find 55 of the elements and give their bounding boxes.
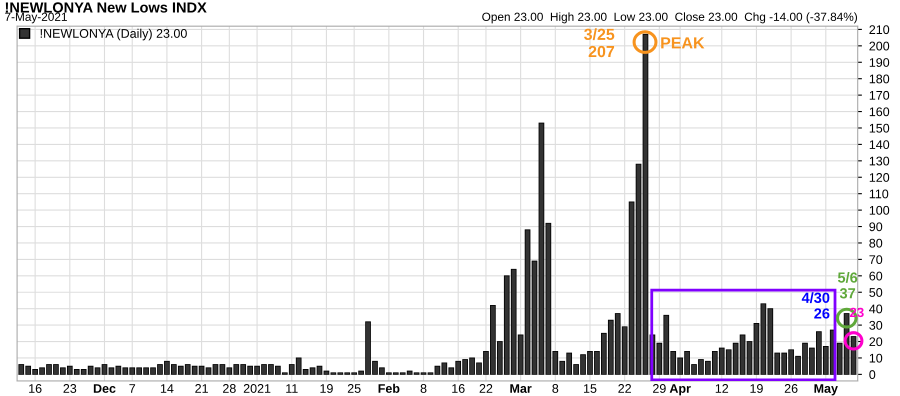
y-tick-label: 100 — [870, 206, 890, 215]
x-tick-label: Mar — [510, 384, 532, 393]
annotation: 5/6 37 — [838, 272, 858, 298]
legend-label: !NEWLONYA (Daily) 23.00 — [40, 28, 187, 40]
x-tick-label: 19 — [750, 384, 763, 393]
y-tick-label: 160 — [870, 107, 890, 116]
y-tick-label: 10 — [870, 354, 882, 363]
x-tick-label: 12 — [716, 384, 728, 393]
x-tick-label: 2021 — [244, 384, 270, 393]
x-tick-label: 26 — [784, 384, 798, 393]
x-tick-label: 7 — [129, 384, 136, 393]
x-tick-label: 11 — [286, 384, 298, 393]
x-tick-label: 23 — [63, 384, 76, 393]
annotation: 3/25 207 — [584, 28, 614, 58]
x-tick-label: 21 — [195, 384, 208, 393]
x-tick-label: 22 — [618, 384, 631, 393]
y-tick-label: 140 — [870, 140, 890, 150]
x-tick-label: Apr — [670, 384, 691, 396]
x-tick-label: 8 — [552, 384, 558, 393]
x-tick-label: 22 — [480, 384, 492, 393]
y-tick-label: 40 — [869, 304, 882, 314]
y-tick-label: 20 — [869, 337, 882, 346]
x-tick-label: 8 — [420, 384, 426, 393]
y-tick-label: 60 — [869, 272, 882, 280]
y-tick-label: 80 — [869, 238, 882, 248]
y-tick-label: 70 — [869, 255, 882, 264]
y-tick-label: 120 — [870, 173, 890, 182]
annotation: PEAK — [661, 37, 704, 48]
y-tick-label: 0 — [869, 370, 876, 380]
chart-subtitle: 7-May-2021 — [5, 12, 67, 24]
chart-title: !NEWLONYA New Lows INDX — [6, 2, 207, 13]
y-tick-label: 150 — [870, 124, 890, 133]
y-tick-label: 170 — [870, 90, 890, 100]
annotation: 4/30 26 — [802, 292, 830, 319]
x-tick-label: Dec — [94, 384, 116, 393]
x-tick-label: Feb — [378, 384, 400, 393]
y-tick-label: 90 — [869, 222, 882, 232]
x-tick-label: May — [814, 384, 838, 396]
y-tick-label: 130 — [870, 156, 890, 166]
y-tick-label: 190 — [870, 58, 890, 67]
x-tick-label: 28 — [223, 384, 236, 393]
text: Open 23.00 High 23.00 Low 23.00 Close 23.00 Chg -14.00 (-37.84%) — [482, 12, 857, 24]
x-tick-label: 19 — [320, 384, 333, 393]
x-tick-label: 14 — [160, 384, 174, 393]
x-tick-label: 29 — [653, 384, 666, 393]
x-tick-label: 16 — [452, 384, 465, 393]
y-tick-label: 50 — [869, 288, 882, 297]
y-tick-label: 110 — [870, 189, 888, 198]
y-tick-label: 200 — [869, 42, 890, 50]
x-tick-label: 25 — [348, 384, 361, 393]
y-tick-label: 180 — [870, 74, 890, 84]
y-tick-label: 210 — [869, 25, 890, 34]
y-tick-label: 30 — [869, 320, 882, 330]
x-tick-label: 16 — [29, 384, 42, 393]
x-tick-label: 15 — [584, 384, 596, 393]
